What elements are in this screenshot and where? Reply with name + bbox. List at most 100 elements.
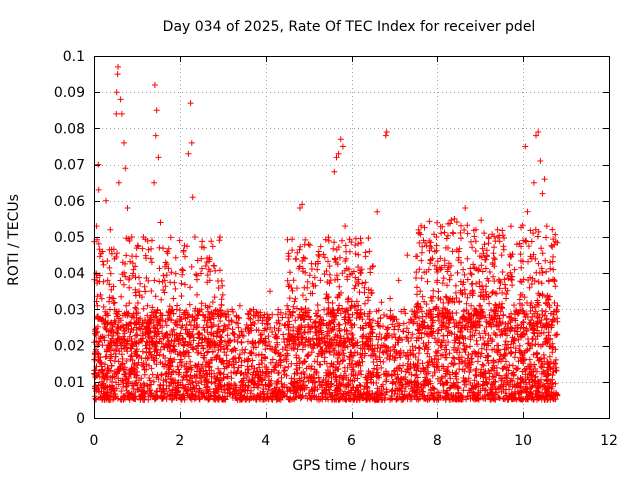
data-point <box>477 302 484 309</box>
data-point <box>236 302 243 309</box>
data-point <box>335 150 342 157</box>
data-point <box>339 143 346 150</box>
x-tick-label: 2 <box>175 433 184 449</box>
data-point <box>104 277 111 284</box>
data-point <box>108 328 115 335</box>
data-point <box>111 255 118 262</box>
data-point <box>116 335 123 342</box>
y-tick-label: 0 <box>76 411 85 427</box>
data-point <box>159 360 166 367</box>
data-point <box>314 266 321 273</box>
data-point <box>198 255 205 262</box>
data-point <box>462 205 469 211</box>
data-point <box>554 302 561 309</box>
data-point <box>288 360 295 367</box>
data-point <box>202 302 209 309</box>
data-point <box>131 371 138 378</box>
data-point <box>318 349 325 356</box>
data-point <box>473 226 479 233</box>
data-point <box>174 382 181 389</box>
data-point <box>194 291 200 298</box>
data-point <box>97 291 104 298</box>
data-point <box>152 132 159 139</box>
data-point <box>391 357 398 364</box>
data-point <box>530 179 537 186</box>
data-point <box>183 360 190 367</box>
data-point <box>185 150 192 157</box>
data-point <box>275 317 282 324</box>
data-point <box>421 346 428 353</box>
data-point <box>485 320 492 327</box>
data-point <box>430 317 436 324</box>
data-point <box>468 281 475 288</box>
data-point <box>370 263 376 269</box>
data-point <box>348 302 355 309</box>
data-point <box>206 277 213 284</box>
data-point <box>115 63 121 70</box>
data-point <box>161 277 168 284</box>
data-point <box>380 349 387 356</box>
data-point <box>374 208 381 215</box>
data-point <box>127 320 134 327</box>
data-point <box>164 248 170 255</box>
data-point <box>297 205 303 211</box>
data-point <box>224 364 230 371</box>
data-point <box>204 324 211 331</box>
x-axis-label: GPS time / hours <box>292 458 409 474</box>
y-tick-label: 0.02 <box>54 339 85 355</box>
data-point <box>515 310 522 316</box>
data-point <box>156 317 163 324</box>
data-point <box>115 179 122 186</box>
data-point <box>241 349 248 356</box>
data-point <box>96 339 103 345</box>
data-point <box>537 158 544 164</box>
y-tick-label: 0.06 <box>54 194 85 210</box>
data-point <box>107 226 114 233</box>
data-point <box>166 339 173 345</box>
data-point <box>117 96 124 103</box>
x-tick-label: 10 <box>514 433 532 449</box>
data-point <box>170 295 177 302</box>
data-point <box>122 165 129 172</box>
data-point <box>213 375 220 382</box>
data-point <box>344 273 351 280</box>
data-point <box>121 364 128 371</box>
data-point <box>179 266 185 273</box>
data-point <box>543 223 550 230</box>
data-point <box>385 324 391 331</box>
data-point <box>100 317 107 324</box>
data-point <box>434 277 441 284</box>
data-point <box>121 139 127 146</box>
chart-title: Day 034 of 2025, Rate Of TEC Index for r… <box>163 19 536 35</box>
data-point <box>395 277 402 284</box>
data-point <box>172 320 179 327</box>
data-point <box>301 284 308 291</box>
data-point <box>254 310 261 316</box>
data-point <box>200 367 207 374</box>
x-tick-label: 8 <box>433 433 442 449</box>
data-point <box>249 371 256 378</box>
data-point <box>95 186 102 193</box>
data-point <box>133 346 140 353</box>
data-point <box>136 288 143 295</box>
axis-ticks: 0 2 4 6 8 10 12 0 0.01 0.02 0.03 0.04 0.05 0.06 0.07 0.… <box>54 49 618 449</box>
data-point <box>284 302 291 309</box>
data-point <box>545 277 552 284</box>
data-point <box>144 302 151 309</box>
data-point <box>279 346 286 353</box>
data-point <box>267 288 273 295</box>
data-point <box>125 378 132 385</box>
data-point <box>533 132 539 139</box>
data-point <box>181 310 188 316</box>
data-point <box>524 208 531 215</box>
data-point <box>327 320 333 327</box>
x-tick-label: 4 <box>261 433 270 449</box>
data-point <box>103 346 110 353</box>
data-point <box>191 234 198 240</box>
data-point <box>101 375 108 382</box>
data-point <box>417 288 424 295</box>
data-point <box>322 295 329 302</box>
data-point <box>126 284 133 291</box>
x-tick-label: 0 <box>90 433 99 449</box>
